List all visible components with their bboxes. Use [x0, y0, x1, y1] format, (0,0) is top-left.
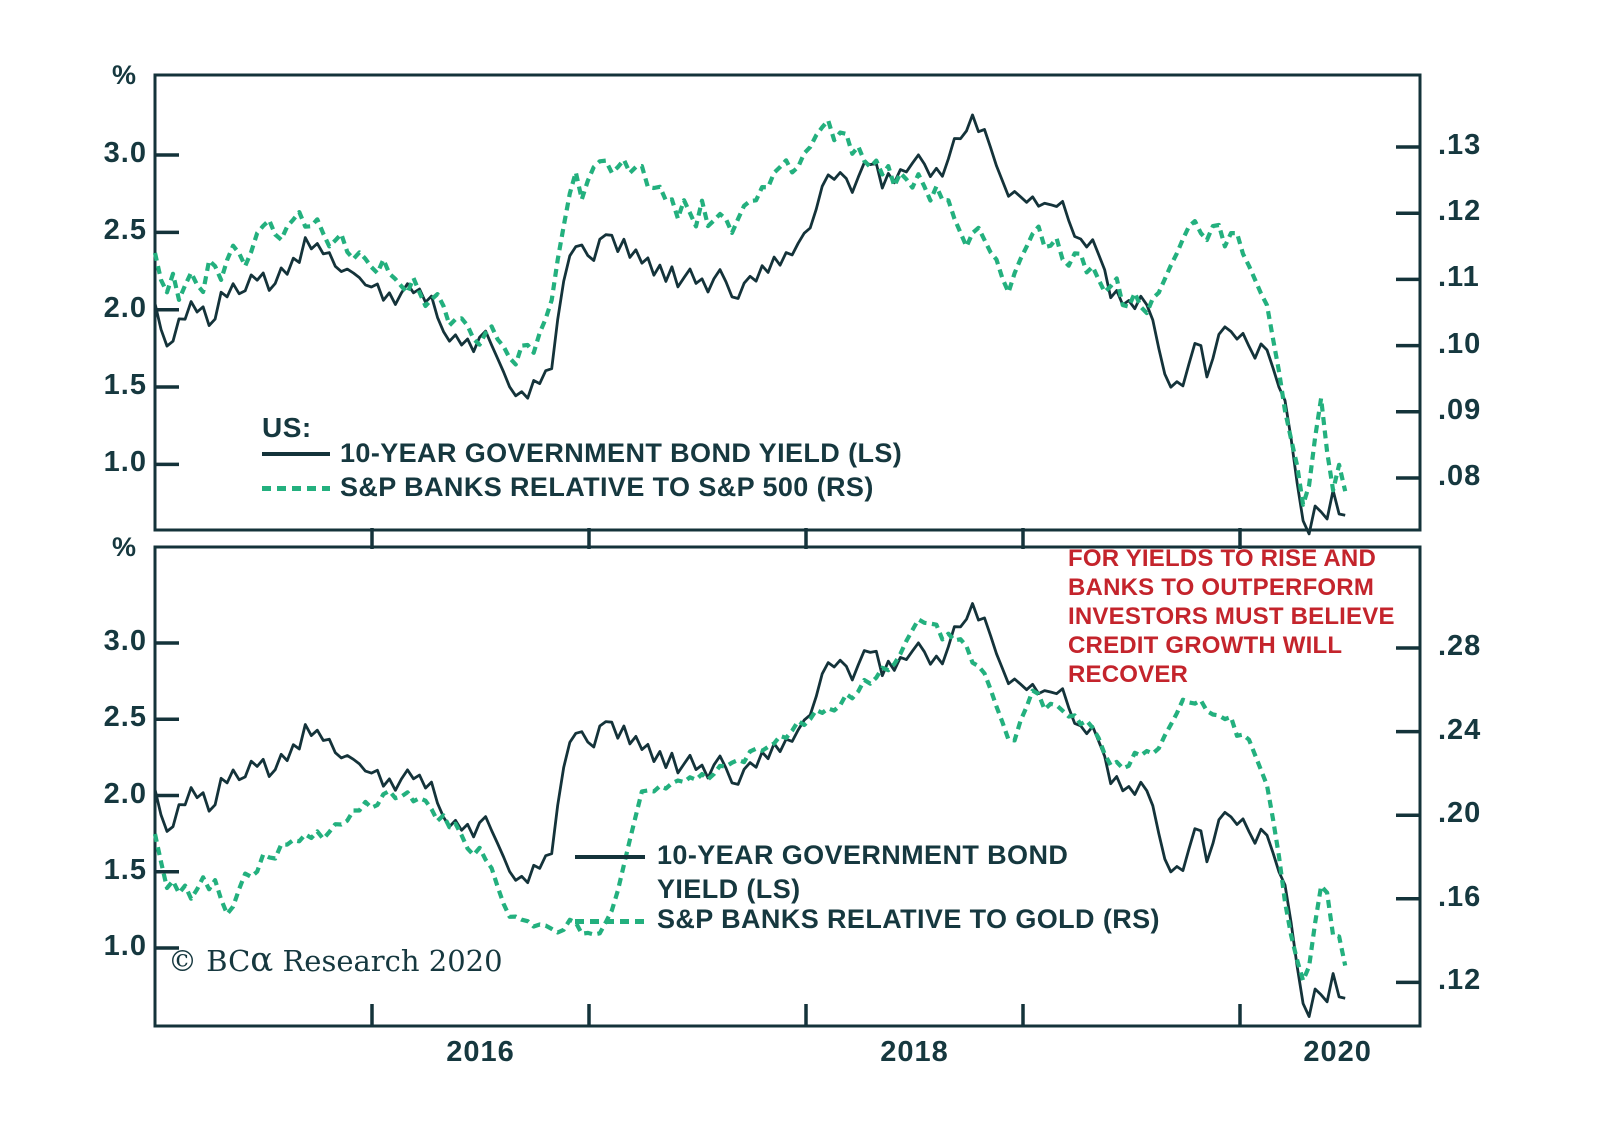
solid-line-sample: [575, 855, 645, 859]
bottom-left-tick-label: 2.0: [103, 777, 147, 810]
top-left-tick-label: 1.0: [103, 446, 147, 479]
bottom-panel-left-axis-unit: %: [112, 532, 137, 562]
top-panel-border: [153, 73, 1422, 532]
legend-heading: US:: [262, 412, 312, 443]
banks-vs-sp500-line: [152, 118, 1348, 507]
annotation-line: RECOVER: [1068, 661, 1189, 688]
top-panel-left-axis-unit: %: [112, 60, 137, 90]
top-right-tick-label: .11: [1438, 261, 1480, 294]
x-axis-label-2016: 2016: [446, 1036, 515, 1068]
bottom-right-tick-label: .16: [1438, 880, 1482, 913]
bottom-right-tick-label: .12: [1438, 964, 1482, 997]
bottom-left-tick-label: 1.0: [103, 930, 147, 962]
copyright-prefix: © BC: [168, 944, 251, 978]
annotation-line: FOR YIELDS TO RISE AND: [1068, 545, 1376, 572]
legend-item-bond-yield-line1: 10-YEAR GOVERNMENT BOND: [657, 840, 1069, 870]
top-left-tick-label: 2.5: [103, 214, 147, 247]
top-left-tick-label: 3.0: [103, 137, 147, 169]
top-left-tick-label: 1.5: [103, 369, 147, 402]
bond-yield-line-bottom: [153, 602, 1346, 1018]
top-right-tick-label: .10: [1438, 327, 1482, 360]
top-right-tick-label: .08: [1438, 460, 1482, 492]
bottom-right-tick-label: .20: [1438, 797, 1482, 830]
x-axis-label-2020: 2020: [1303, 1036, 1372, 1068]
annotation-line: CREDIT GROWTH WILL: [1068, 632, 1343, 659]
annotation-line: BANKS TO OUTPERFORM: [1068, 574, 1375, 601]
legend-item-bond-yield: 10-YEAR GOVERNMENT BOND YIELD (LS): [340, 438, 903, 468]
copyright-suffix: Research 2020: [273, 944, 503, 978]
x-axis-label-2018: 2018: [880, 1036, 949, 1068]
legend-item-bond-yield-line2: YIELD (LS): [657, 874, 801, 904]
legend-item-banks-sp500: S&P BANKS RELATIVE TO S&P 500 (RS): [340, 472, 874, 502]
bottom-left-tick-label: 1.5: [103, 853, 147, 886]
banks-vs-gold-line: [152, 617, 1348, 983]
dashed-line-sample: [575, 919, 645, 924]
solid-line-sample: [262, 452, 330, 456]
bottom-left-tick-label: 2.5: [103, 701, 147, 734]
bond-yield-line-top: [153, 113, 1346, 536]
annotation-line: INVESTORS MUST BELIEVE: [1068, 603, 1395, 630]
analyst-annotation: FOR YIELDS TO RISE AND BANKS TO OUTPERFOR…: [1068, 544, 1395, 689]
bottom-panel-border: [153, 545, 1422, 1028]
bca-alpha-glyph: α: [250, 940, 274, 980]
copyright-notice: © BCα Research 2020: [168, 943, 503, 978]
top-right-tick-label: .13: [1438, 129, 1482, 161]
top-right-tick-label: .09: [1438, 393, 1482, 426]
legend-item-banks-gold: S&P BANKS RELATIVE TO GOLD (RS): [657, 904, 1160, 934]
bottom-right-tick-label: .28: [1438, 630, 1482, 662]
top-right-tick-label: .12: [1438, 195, 1482, 228]
bottom-left-tick-label: 3.0: [103, 625, 147, 657]
bottom-right-tick-label: .24: [1438, 713, 1482, 746]
top-left-tick-label: 2.0: [103, 291, 147, 324]
dashed-line-sample: [262, 486, 330, 491]
